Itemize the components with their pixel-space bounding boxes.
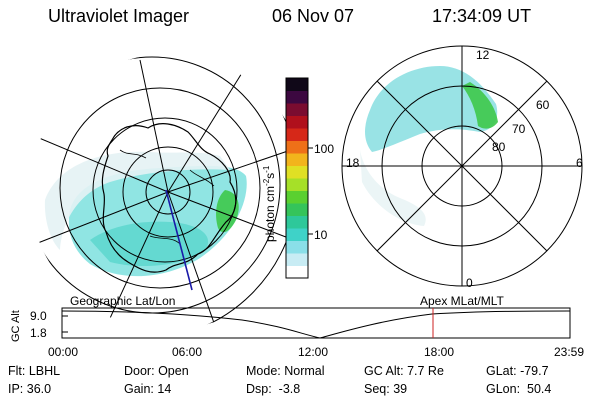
colorbar-unit-label: photon cm-2s-1 <box>262 165 277 242</box>
altitude-ytick-1-8: 1.8 <box>30 326 47 340</box>
mlat-label-60: 60 <box>536 98 550 112</box>
mlt-label-18: 18 <box>346 156 360 170</box>
colorbar-band <box>286 140 308 154</box>
altitude-ylabel: GC Alt <box>10 310 22 342</box>
status-dsp: Dsp: -3.8 <box>246 382 301 396</box>
colorbar-band <box>286 215 308 229</box>
right-panel-caption: Apex MLat/MLT <box>420 294 504 308</box>
altitude-xtick-1800: 18:00 <box>424 345 455 359</box>
altitude-curve <box>61 310 571 339</box>
aurora-bright-right <box>462 82 498 129</box>
aurora-emission-left <box>68 165 247 277</box>
colorbar-band <box>286 178 308 191</box>
mlat-label-70: 70 <box>512 122 526 136</box>
status-ip: IP: 36.0 <box>8 382 52 396</box>
aurora-bright-left <box>216 190 239 233</box>
status-flt: Flt: LBHL <box>8 364 61 378</box>
status-mode: Mode: Normal <box>246 364 325 378</box>
aurora-emission-right <box>365 66 498 152</box>
coastline <box>101 123 237 273</box>
altitude-ytick-9: 9.0 <box>30 309 47 323</box>
colorbar-band <box>286 128 308 141</box>
colorbar-band <box>286 165 308 179</box>
status-gc-alt: GC Alt: 7.7 Re <box>364 364 444 378</box>
left-panel-caption: Geographic Lat/Lon <box>70 294 176 308</box>
status-gain: Gain: 14 <box>124 382 172 396</box>
mlt-label-6: 6 <box>576 156 583 170</box>
status-glat: GLat: -79.7 <box>486 364 549 378</box>
time-label: 17:34:09 UT <box>432 6 532 26</box>
altitude-xtick-0600: 06:00 <box>172 345 203 359</box>
aurora-sparse-left <box>44 151 230 250</box>
altitude-plot <box>61 307 571 339</box>
colorbar-tick-10: 10 <box>314 228 328 242</box>
colorbar-band <box>286 203 308 216</box>
mlt-label-12: 12 <box>476 48 490 62</box>
instrument-title: Ultraviolet Imager <box>48 6 190 26</box>
satellite-track <box>165 189 193 291</box>
colorbar-band <box>286 78 308 91</box>
colorbar-band <box>286 103 308 116</box>
status-seq: Seq: 39 <box>364 382 408 396</box>
colorbar-band <box>286 190 308 204</box>
mlat-label-80: 80 <box>492 140 506 154</box>
date-label: 06 Nov 07 <box>272 6 355 26</box>
colorbar-band <box>286 240 308 254</box>
colorbar-frame <box>285 77 309 279</box>
status-door: Door: Open <box>124 364 189 378</box>
colorbar-band <box>286 228 308 241</box>
colorbar <box>285 77 313 279</box>
altitude-xtick-2359: 23:59 <box>554 345 585 359</box>
colorbar-tick-100: 100 <box>314 142 335 156</box>
colorbar-band <box>286 265 308 279</box>
colorbar-band <box>286 253 308 266</box>
colorbar-band <box>286 90 308 104</box>
colorbar-band <box>286 153 308 166</box>
altitude-xtick-0000: 00:00 <box>48 345 79 359</box>
status-glon: GLon: 50.4 <box>486 382 552 396</box>
altitude-xtick-1200: 12:00 <box>298 345 329 359</box>
mlt-label-0: 0 <box>466 276 473 290</box>
colorbar-band <box>286 115 308 129</box>
